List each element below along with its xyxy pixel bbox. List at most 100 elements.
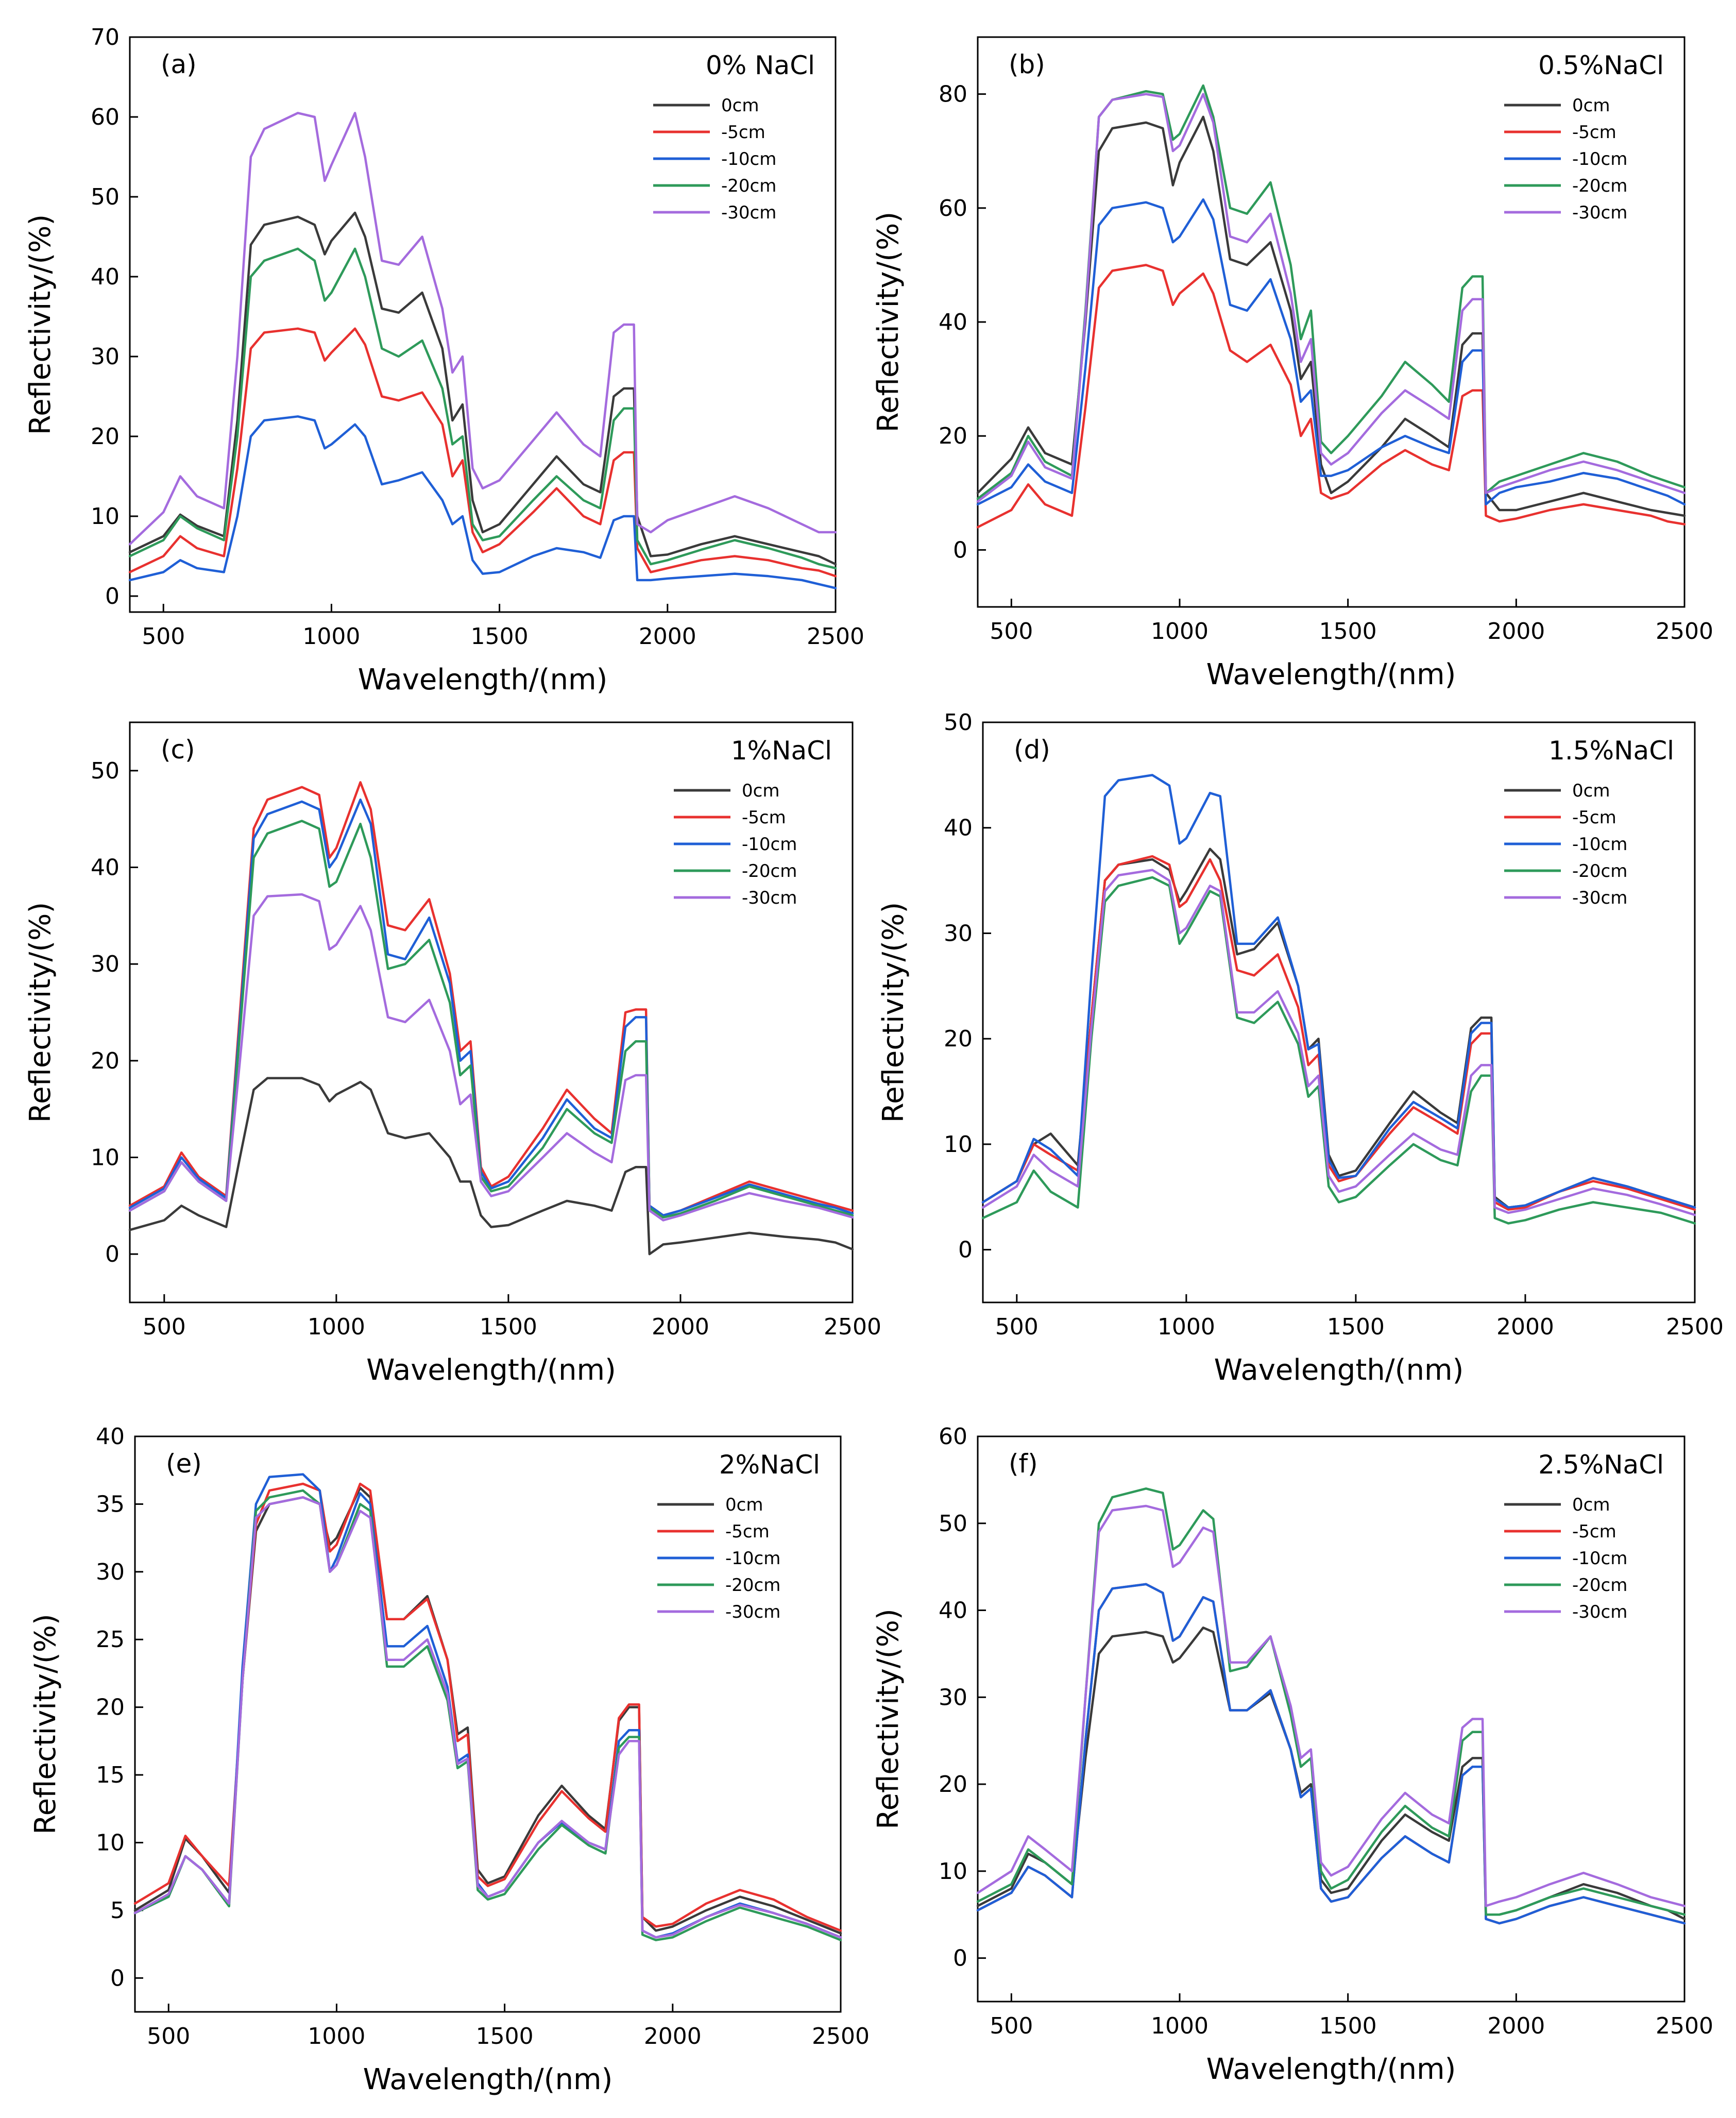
x-tick-label: 2000 bbox=[652, 1314, 709, 1340]
legend-label: 0cm bbox=[725, 1495, 763, 1515]
y-tick-label: 30 bbox=[91, 344, 120, 370]
plot-frame bbox=[977, 1435, 1686, 2003]
x-axis-label: Wavelength/(nm) bbox=[358, 663, 608, 697]
x-tick-label: 2500 bbox=[1666, 1314, 1724, 1340]
series-line-minus20cm bbox=[128, 247, 837, 570]
plot-frame bbox=[134, 1435, 842, 2013]
series-line-minus30cm bbox=[133, 1496, 842, 1939]
y-tick-label: 15 bbox=[96, 1762, 125, 1788]
legend-label: -20cm bbox=[721, 176, 776, 196]
x-tick-label: 1000 bbox=[1151, 618, 1209, 645]
y-tick-label: 30 bbox=[939, 1684, 967, 1710]
panel-label: (f) bbox=[1009, 1449, 1038, 1479]
x-tick-label: 2500 bbox=[1656, 618, 1713, 645]
x-axis-label: Wavelength/(nm) bbox=[1214, 1353, 1464, 1387]
x-tick-label: 1000 bbox=[302, 623, 360, 650]
x-tick-label: 500 bbox=[990, 618, 1033, 645]
y-tick-label: 10 bbox=[91, 1145, 120, 1171]
y-axis-label: Reflectivity/(%) bbox=[29, 1614, 62, 1834]
legend-label: -10cm bbox=[725, 1548, 780, 1569]
y-tick-label: 30 bbox=[944, 920, 973, 946]
x-tick-label: 2500 bbox=[807, 623, 864, 650]
legend-label: -10cm bbox=[1572, 1548, 1627, 1569]
plot-frame bbox=[129, 721, 854, 1303]
y-tick-label: 60 bbox=[939, 195, 967, 222]
x-tick-label: 500 bbox=[990, 2013, 1033, 2039]
series-line-minus10cm bbox=[128, 415, 837, 589]
legend-label: -10cm bbox=[1572, 834, 1627, 855]
panel-label: (a) bbox=[161, 49, 197, 79]
x-tick-label: 500 bbox=[143, 1314, 186, 1340]
legend-label: -5cm bbox=[1572, 807, 1616, 828]
y-tick-label: 40 bbox=[944, 815, 973, 841]
panel-title: 2%NaCl bbox=[719, 1450, 820, 1480]
chart-panel-e: 500 1000 1500 2000 2500 0 5 10 15 20 25 30 35 40 Wavel… bbox=[29, 1424, 870, 2096]
series-line-minus10cm bbox=[976, 1583, 1686, 1925]
series-line-minus5cm bbox=[976, 264, 1686, 529]
legend-label: -5cm bbox=[1572, 1521, 1616, 1542]
panel-title: 2.5%NaCl bbox=[1538, 1450, 1664, 1480]
y-tick-label: 0 bbox=[958, 1237, 973, 1263]
series-line-minus30cm bbox=[981, 869, 1696, 1216]
y-tick-label: 40 bbox=[939, 309, 967, 335]
series-line-minus30cm bbox=[976, 93, 1686, 503]
legend-label: 0cm bbox=[742, 781, 779, 801]
x-tick-label: 500 bbox=[142, 623, 185, 650]
series-line-minus10cm bbox=[981, 774, 1696, 1209]
chart-panel-c: 500 1000 1500 2000 2500 0 10 20 30 40 50 Wavelength… bbox=[24, 721, 881, 1387]
series-line-minus10cm bbox=[128, 798, 854, 1217]
y-tick-label: 0 bbox=[953, 1945, 967, 1972]
y-tick-label: 0 bbox=[953, 537, 967, 563]
panel-label: (b) bbox=[1009, 49, 1045, 79]
y-tick-label: 20 bbox=[939, 423, 967, 449]
y-tick-label: 60 bbox=[939, 1424, 967, 1450]
legend-label: -30cm bbox=[742, 888, 797, 908]
x-tick-label: 1000 bbox=[1151, 2013, 1209, 2039]
series-line-minus30cm bbox=[976, 1504, 1686, 1907]
panel-label: (c) bbox=[161, 735, 195, 765]
legend-label: -20cm bbox=[1572, 176, 1627, 196]
y-axis-label: Reflectivity/(%) bbox=[872, 212, 905, 432]
legend-label: 0cm bbox=[1572, 781, 1610, 801]
x-tick-label: 2500 bbox=[824, 1314, 881, 1340]
x-axis-label: Wavelength/(nm) bbox=[366, 1353, 616, 1387]
series-line-minus20cm bbox=[128, 820, 854, 1219]
y-tick-label: 10 bbox=[944, 1131, 973, 1158]
x-axis-label: Wavelength/(nm) bbox=[1206, 2053, 1456, 2086]
x-tick-label: 500 bbox=[147, 2023, 190, 2049]
legend-label: 0cm bbox=[1572, 1495, 1610, 1515]
plot-frame bbox=[982, 721, 1696, 1303]
y-tick-label: 20 bbox=[91, 423, 120, 450]
x-tick-label: 2500 bbox=[812, 2023, 870, 2049]
y-axis-label: Reflectivity/(%) bbox=[877, 902, 910, 1123]
chart-panel-a: 500 1000 1500 2000 2500 0 10 20 30 40 50 60 70 Wavele… bbox=[24, 24, 864, 697]
y-tick-label: 25 bbox=[96, 1626, 125, 1653]
x-tick-label: 1500 bbox=[471, 623, 529, 650]
y-tick-label: 20 bbox=[91, 1048, 120, 1074]
y-tick-label: 0 bbox=[105, 583, 120, 609]
x-tick-label: 2000 bbox=[644, 2023, 702, 2049]
x-tick-label: 2000 bbox=[1487, 618, 1545, 645]
series-line-minus20cm bbox=[976, 84, 1686, 500]
y-tick-label: 40 bbox=[91, 264, 120, 290]
y-tick-label: 70 bbox=[91, 24, 120, 50]
panel-title: 0% NaCl bbox=[706, 50, 815, 80]
y-tick-label: 35 bbox=[96, 1491, 125, 1517]
y-tick-label: 40 bbox=[96, 1424, 125, 1450]
x-tick-label: 1500 bbox=[476, 2023, 534, 2049]
panel-title: 0.5%NaCl bbox=[1538, 50, 1664, 80]
y-tick-label: 50 bbox=[91, 758, 120, 784]
chart-panel-f: 500 1000 1500 2000 2500 0 10 20 30 40 50 60 Waveleng… bbox=[872, 1424, 1713, 2086]
x-tick-label: 1500 bbox=[1319, 2013, 1377, 2039]
x-tick-label: 2000 bbox=[1487, 2013, 1545, 2039]
y-tick-label: 30 bbox=[91, 951, 120, 977]
y-tick-label: 60 bbox=[91, 104, 120, 130]
y-tick-label: 40 bbox=[91, 855, 120, 881]
panel-title: 1.5%NaCl bbox=[1548, 736, 1674, 766]
x-tick-label: 1500 bbox=[1327, 1314, 1385, 1340]
legend-label: -30cm bbox=[1572, 202, 1627, 223]
legend-label: -20cm bbox=[1572, 1575, 1627, 1596]
x-axis-label: Wavelength/(nm) bbox=[363, 2063, 613, 2096]
legend-label: -10cm bbox=[721, 149, 776, 170]
